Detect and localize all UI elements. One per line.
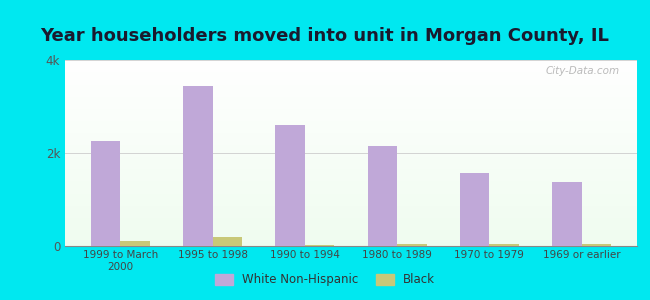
Bar	[120, 241, 150, 246]
Bar	[305, 245, 334, 246]
Bar	[91, 141, 120, 246]
Legend: White Non-Hispanic, Black: White Non-Hispanic, Black	[210, 269, 440, 291]
Bar	[460, 172, 489, 246]
Bar	[276, 125, 305, 246]
Bar	[582, 244, 611, 246]
Bar	[183, 85, 213, 246]
Bar	[213, 237, 242, 246]
Text: Year householders moved into unit in Morgan County, IL: Year householders moved into unit in Mor…	[40, 27, 610, 45]
Bar	[489, 244, 519, 246]
Bar	[368, 146, 397, 246]
Bar	[397, 244, 426, 246]
Text: City-Data.com: City-Data.com	[546, 66, 620, 76]
Bar	[552, 182, 582, 246]
